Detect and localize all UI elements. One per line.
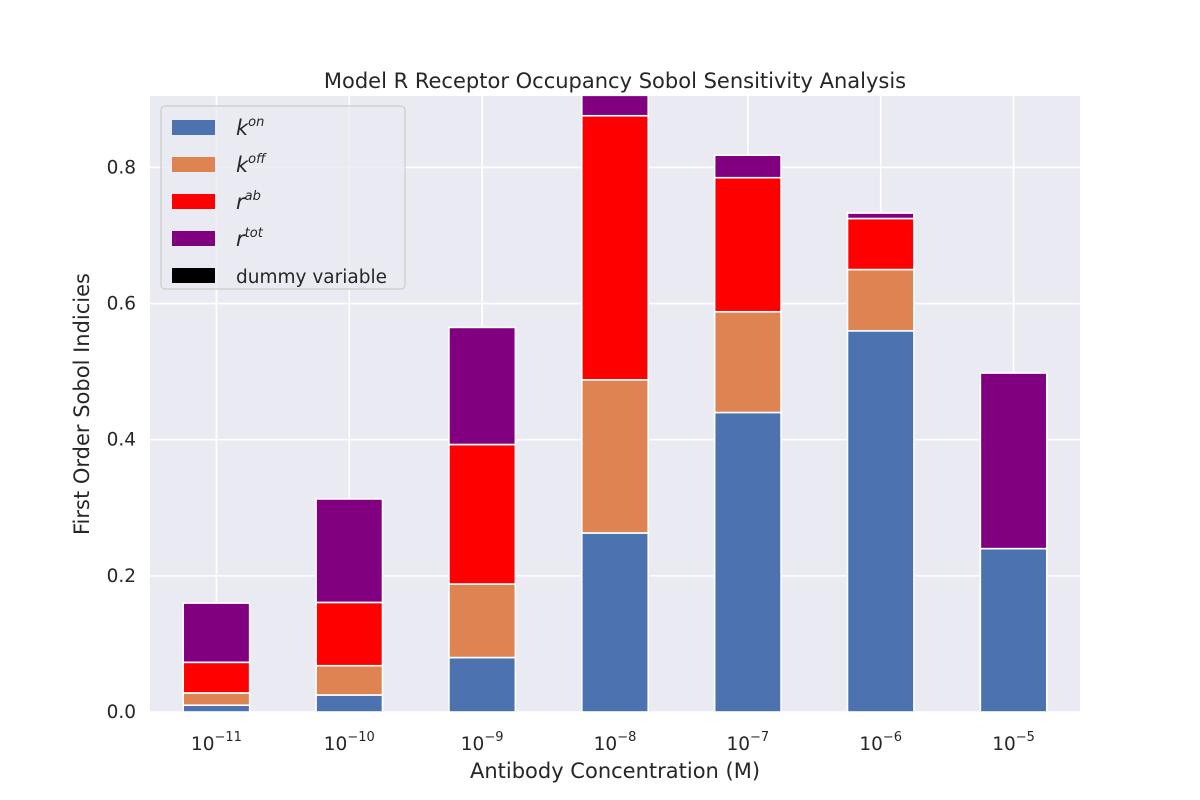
x-tick-label-0: 10−11 bbox=[191, 730, 242, 755]
bar-rtot-5 bbox=[846, 212, 915, 220]
bar-kon-2 bbox=[448, 656, 517, 713]
y-tick-label-0: 0.0 bbox=[107, 702, 136, 723]
x-tick-label-5: 10−6 bbox=[859, 730, 902, 755]
bar-rab-2 bbox=[448, 443, 517, 585]
bar-kon-6 bbox=[979, 547, 1048, 713]
bar-kon-3 bbox=[580, 532, 650, 713]
bar-rtot-4 bbox=[713, 154, 782, 179]
legend-swatch-kon bbox=[172, 120, 215, 135]
y-tick-label-3: 0.6 bbox=[107, 294, 136, 315]
x-tick-labels: 10−11 10−10 10−9 10−8 10−7 10−6 10−5 bbox=[191, 730, 1035, 755]
bar-rab-1 bbox=[315, 601, 384, 667]
bar-kon-4 bbox=[713, 411, 782, 713]
bar-koff-0 bbox=[182, 692, 251, 706]
legend-label-rtot: rtot bbox=[236, 226, 264, 251]
x-tick-label-1: 10−10 bbox=[324, 730, 375, 755]
bar-kon-1 bbox=[315, 694, 384, 713]
legend: kon koff rab rtot dummy variable bbox=[160, 105, 406, 290]
bar-rab-3 bbox=[580, 114, 650, 381]
bar-rtot-0 bbox=[182, 602, 251, 664]
bar-rtot-1 bbox=[315, 498, 384, 604]
legend-swatch-rab bbox=[172, 194, 215, 209]
bar-kon-0 bbox=[182, 704, 251, 713]
bar-kon-5 bbox=[846, 330, 915, 713]
bar-koff-5 bbox=[846, 268, 915, 332]
legend-frame bbox=[160, 105, 406, 290]
x-tick-label-4: 10−7 bbox=[726, 730, 769, 755]
x-tick-label-6: 10−5 bbox=[992, 730, 1035, 755]
bar-koff-1 bbox=[315, 664, 384, 696]
bar-rab-0 bbox=[182, 661, 251, 694]
legend-swatch-koff bbox=[172, 157, 215, 172]
legend-label-koff: koff bbox=[236, 152, 267, 177]
bar-koff-3 bbox=[580, 379, 650, 534]
x-tick-label-3: 10−8 bbox=[594, 730, 637, 755]
y-tick-label-1: 0.2 bbox=[107, 566, 136, 587]
chart-title: Model R Receptor Occupancy Sobol Sensiti… bbox=[324, 69, 906, 93]
bar-koff-4 bbox=[713, 310, 782, 414]
legend-swatch-rtot bbox=[172, 231, 215, 246]
y-tick-label-2: 0.4 bbox=[107, 430, 136, 451]
bar-rtot-3 bbox=[580, 94, 650, 117]
x-tick-label-2: 10−9 bbox=[461, 730, 504, 755]
bar-rab-5 bbox=[846, 217, 915, 271]
bar-rtot-2 bbox=[448, 326, 517, 446]
bar-koff-2 bbox=[448, 583, 517, 659]
bars bbox=[182, 94, 1048, 713]
x-axis-label: Antibody Concentration (M) bbox=[470, 759, 760, 783]
bar-rab-4 bbox=[713, 176, 782, 313]
bar-rtot-6 bbox=[979, 372, 1048, 550]
y-tick-label-4: 0.8 bbox=[107, 157, 136, 178]
legend-label-rab: rab bbox=[236, 189, 261, 214]
legend-swatch-dummy bbox=[172, 268, 215, 283]
y-tick-labels: 0.0 0.2 0.4 0.6 0.8 bbox=[107, 157, 136, 723]
legend-label-dummy: dummy variable bbox=[236, 267, 387, 288]
y-axis-label: First Order Sobol Indicies bbox=[70, 273, 94, 535]
legend-label-kon: kon bbox=[236, 115, 264, 140]
